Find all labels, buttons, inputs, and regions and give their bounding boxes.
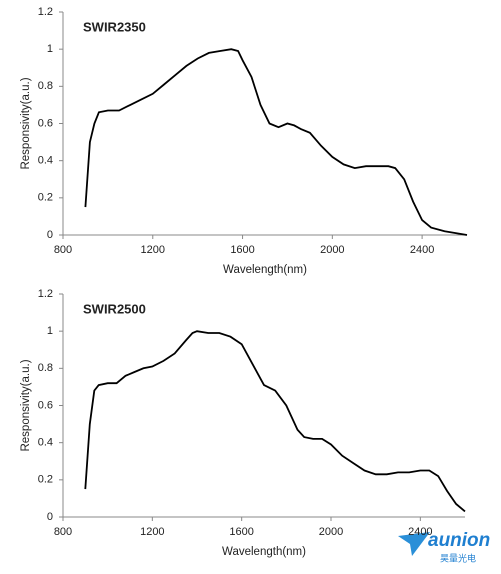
y-axis-title: Responsivity(a.u.): [20, 77, 32, 169]
y-tick-label: 0.6: [38, 399, 53, 411]
y-tick-label: 0.8: [38, 362, 53, 374]
y-axis-title: Responsivity(a.u.): [20, 359, 32, 451]
y-tick-label: 1.2: [38, 6, 53, 18]
x-tick-label: 1600: [229, 526, 253, 538]
x-tick-label: 800: [54, 526, 72, 538]
x-tick-label: 1200: [140, 526, 164, 538]
y-tick-label: 0.2: [38, 192, 53, 204]
y-tick-label: 0: [47, 229, 53, 241]
x-tick-label: 800: [54, 244, 72, 256]
logo: aunion 昊量光电: [398, 530, 490, 563]
x-axis-title: Wavelength(nm): [223, 264, 307, 276]
logo-icon: [398, 532, 430, 556]
y-tick-label: 0.2: [38, 474, 53, 486]
y-tick-label: 0.4: [38, 437, 53, 449]
x-tick-label: 2000: [319, 526, 343, 538]
chart-title: SWIR2500: [83, 301, 146, 316]
logo-subtext: 昊量光电: [440, 552, 476, 563]
x-tick-label: 2400: [410, 244, 434, 256]
line: [84, 48, 468, 236]
y-tick-label: 0.8: [38, 80, 53, 92]
y-tick-label: 0: [47, 511, 53, 523]
y-tick-label: 1: [47, 325, 53, 337]
x-tick-label: 1600: [230, 244, 254, 256]
x-axis-title: Wavelength(nm): [222, 546, 306, 558]
y-tick-label: 0.4: [38, 155, 53, 167]
y-tick-label: 1: [47, 43, 53, 55]
y-tick-label: 1.2: [38, 288, 53, 300]
x-tick-label: 2400: [408, 526, 432, 538]
x-tick-label: 1200: [141, 244, 165, 256]
y-tick-label: 0.6: [38, 117, 53, 129]
x-tick-label: 2000: [320, 244, 344, 256]
chart-title: SWIR2350: [83, 19, 146, 34]
line: [84, 330, 466, 513]
logo-text: aunion: [428, 530, 490, 551]
